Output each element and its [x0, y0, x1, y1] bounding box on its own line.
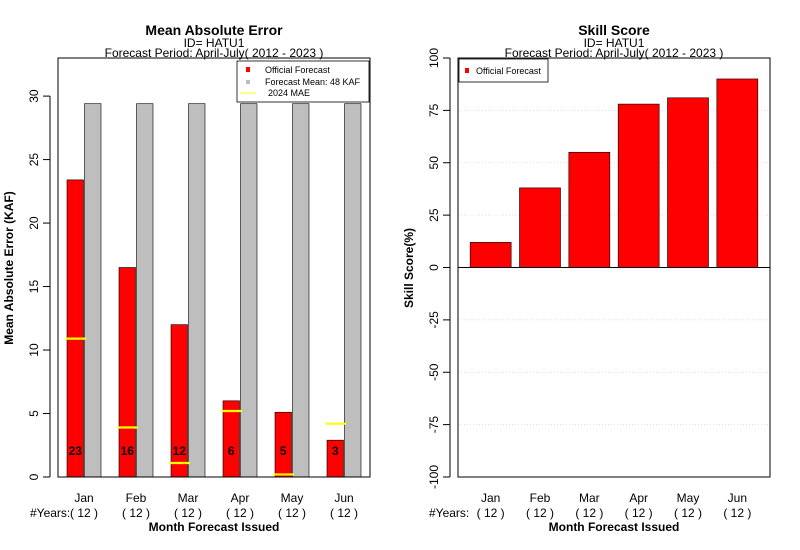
mae-legend: Official Forecast Forecast Mean: 48 KAF …	[236, 60, 370, 103]
mae-y-tick-label: 10	[27, 343, 41, 357]
mae-forecast-mean-bar	[240, 103, 258, 478]
skill-y-tick-label: -75	[427, 416, 441, 434]
mae-years-count: ( 12 )	[174, 506, 202, 520]
mae-official-bar	[222, 400, 240, 478]
skill-x-tick-label: Mar	[579, 491, 600, 505]
skill-years-count: ( 12 )	[625, 506, 653, 520]
skill-y-tick-label: 75	[427, 103, 441, 117]
mae-forecast-mean-bar	[188, 103, 206, 478]
mae-legend-mean: Forecast Mean: 48 KAF	[265, 77, 361, 87]
mae-years-count: ( 12 )	[122, 506, 150, 520]
skill-years-count: ( 12 )	[526, 506, 554, 520]
skill-y-tick-label: 50	[427, 156, 441, 170]
mae-x-axis-label: Month Forecast Issued	[149, 520, 280, 534]
skill-years-count: ( 12 )	[674, 506, 702, 520]
mae-legend-swatch-mean	[246, 80, 250, 84]
mae-data-label: 3	[332, 444, 339, 458]
mae-data-label: 16	[121, 444, 135, 458]
mae-chart-period: Forecast Period: April-July( 2012 - 2023…	[105, 46, 324, 60]
skill-official-bar	[617, 103, 660, 268]
mae-y-tick-label: 15	[27, 280, 41, 294]
mae-years-count: ( 12 )	[278, 506, 306, 520]
mae-data-label: 6	[228, 444, 235, 458]
mae-official-bar	[66, 179, 84, 478]
mae-data-label: 5	[280, 444, 287, 458]
skill-chart-period: Forecast Period: April-July( 2012 - 2023…	[505, 46, 724, 60]
skill-x-axis: Jan( 12 )Feb( 12 )Mar( 12 )Apr( 12 )May(…	[477, 491, 752, 520]
skill-y-tick-label: -25	[427, 311, 441, 329]
mae-forecast-mean-bar	[84, 103, 102, 478]
skill-x-axis-label: Month Forecast Issued	[549, 520, 680, 534]
skill-legend-box	[458, 58, 549, 83]
mae-y-tick-label: 0	[27, 473, 41, 480]
skill-legend-official: Official Forecast	[476, 66, 541, 76]
skill-official-bar	[716, 78, 759, 268]
skill-legend-swatch-official	[465, 68, 469, 73]
mae-x-tick-label: Feb	[126, 491, 147, 505]
skill-chart-id: ID= HATU1	[584, 36, 645, 50]
mae-legend-official: Official Forecast	[265, 65, 330, 75]
skill-chart-panel: Skill Score ID= HATU1 Forecast Period: A…	[402, 22, 771, 534]
skill-plot-frame	[457, 57, 771, 478]
mae-forecast-mean-bar	[292, 103, 310, 478]
mae-years-count: ( 12 )	[226, 506, 254, 520]
skill-x-tick-label: Jun	[728, 491, 747, 505]
mae-data-labels: 23 16 12 6 5 3	[69, 444, 339, 458]
skill-official-bar	[568, 151, 611, 268]
mae-legend-swatch-official	[246, 67, 250, 72]
mae-x-tick-label: Jun	[334, 491, 353, 505]
skill-years-label: #Years:	[429, 506, 469, 520]
mae-x-axis: Jan( 12 )Feb( 12 )Mar( 12 )Apr( 12 )May(…	[70, 491, 358, 520]
skill-legend: Official Forecast	[458, 58, 549, 83]
mae-forecast-mean-bar	[136, 103, 154, 478]
mae-chart-id: ID= HATU1	[184, 36, 245, 50]
mae-plot-frame	[57, 57, 371, 478]
skill-x-tick-label: May	[677, 491, 700, 505]
mae-legend-box	[236, 60, 370, 103]
skill-chart-title: Skill Score	[578, 22, 650, 38]
skill-y-tick-label: 100	[427, 48, 441, 68]
mae-y-tick-label: 25	[27, 153, 41, 167]
mae-years-label: #Years:	[30, 506, 70, 520]
mae-y-tick-label: 5	[27, 410, 41, 417]
skill-bars	[469, 78, 759, 268]
mae-data-label: 12	[173, 444, 187, 458]
mae-forecast-mean-bar	[344, 103, 362, 478]
skill-x-tick-label: Jan	[481, 491, 500, 505]
skill-x-tick-label: Apr	[629, 491, 648, 505]
skill-official-bar	[469, 242, 512, 268]
skill-y-tick-label: 0	[427, 264, 441, 271]
mae-y-tick-label: 30	[27, 89, 41, 103]
mae-chart-title: Mean Absolute Error	[145, 22, 283, 38]
mae-x-tick-label: Mar	[178, 491, 199, 505]
skill-x-tick-label: Feb	[530, 491, 551, 505]
mae-y-axis: 0 5 10 15 20 25 30	[27, 89, 51, 480]
mae-chart-panel: Mean Absolute Error ID= HATU1 Forecast P…	[2, 22, 371, 534]
mae-years-count: ( 12 )	[70, 506, 98, 520]
skill-y-tick-label: 25	[427, 208, 441, 222]
mae-x-tick-label: Jan	[74, 491, 93, 505]
mae-x-tick-label: May	[281, 491, 304, 505]
mae-y-tick-label: 20	[27, 216, 41, 230]
mae-data-label: 23	[69, 444, 83, 458]
mae-2024-markers	[65, 337, 346, 476]
mae-x-tick-label: Apr	[231, 491, 250, 505]
skill-y-axis: -100 -75 -50 -25 0 25 50 75 100	[427, 48, 451, 489]
skill-years-count: ( 12 )	[723, 506, 751, 520]
mae-bars	[66, 103, 362, 478]
skill-years-count: ( 12 )	[575, 506, 603, 520]
mae-y-axis-label: Mean Absolute Error (KAF)	[2, 191, 16, 345]
mae-years-count: ( 12 )	[330, 506, 358, 520]
skill-y-axis-label: Skill Score(%)	[402, 228, 416, 308]
skill-y-tick-label: -100	[427, 465, 441, 489]
skill-official-bar	[667, 97, 709, 268]
skill-y-tick-label: -50	[427, 363, 441, 381]
skill-official-bar	[519, 187, 561, 268]
mae-legend-2024: 2024 MAE	[268, 88, 310, 98]
skill-years-count: ( 12 )	[477, 506, 505, 520]
